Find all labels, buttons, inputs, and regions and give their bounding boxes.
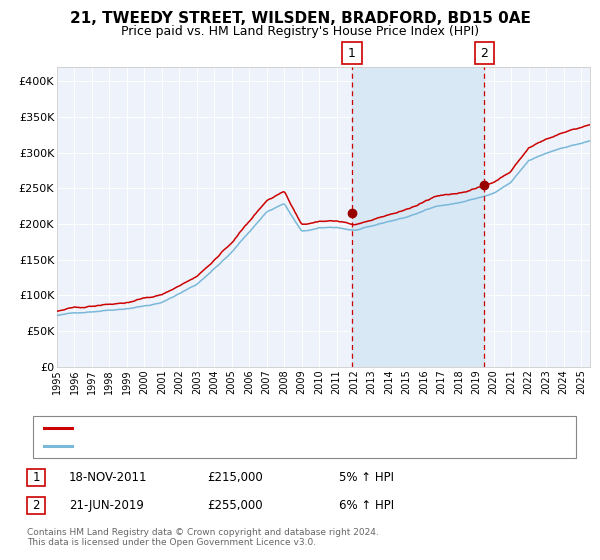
Text: Price paid vs. HM Land Registry's House Price Index (HPI): Price paid vs. HM Land Registry's House … [121, 25, 479, 38]
Text: 21, TWEEDY STREET, WILSDEN, BRADFORD, BD15 0AE (detached house): 21, TWEEDY STREET, WILSDEN, BRADFORD, BD… [78, 423, 476, 433]
Text: 5% ↑ HPI: 5% ↑ HPI [339, 470, 394, 484]
Text: 21, TWEEDY STREET, WILSDEN, BRADFORD, BD15 0AE: 21, TWEEDY STREET, WILSDEN, BRADFORD, BD… [70, 11, 530, 26]
Text: HPI: Average price, detached house, Bradford: HPI: Average price, detached house, Brad… [78, 441, 328, 451]
Text: 6% ↑ HPI: 6% ↑ HPI [339, 498, 394, 512]
Text: 1: 1 [32, 470, 40, 484]
Text: 21-JUN-2019: 21-JUN-2019 [69, 498, 144, 512]
Text: 2: 2 [481, 46, 488, 60]
Text: 1: 1 [348, 46, 356, 60]
Text: £255,000: £255,000 [207, 498, 263, 512]
Text: 2: 2 [32, 498, 40, 512]
Bar [352, 67, 484, 367]
Text: Contains HM Land Registry data © Crown copyright and database right 2024.
This d: Contains HM Land Registry data © Crown c… [27, 528, 379, 547]
Text: 18-NOV-2011: 18-NOV-2011 [69, 470, 148, 484]
Text: £215,000: £215,000 [207, 470, 263, 484]
